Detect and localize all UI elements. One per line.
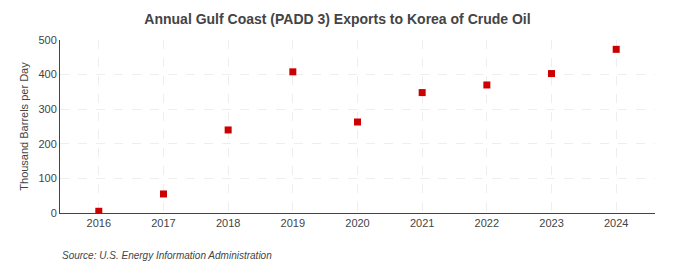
svg-text:Source: U.S. Energy Informatio: Source: U.S. Energy Information Administ… xyxy=(62,250,272,261)
svg-text:2022: 2022 xyxy=(475,217,499,229)
svg-text:Thousand Barrels per Day: Thousand Barrels per Day xyxy=(18,62,30,191)
svg-text:400: 400 xyxy=(38,68,56,80)
svg-text:0: 0 xyxy=(51,207,57,219)
svg-text:2019: 2019 xyxy=(281,217,305,229)
svg-text:2017: 2017 xyxy=(151,217,175,229)
svg-text:500: 500 xyxy=(38,34,56,46)
svg-text:2023: 2023 xyxy=(539,217,563,229)
svg-text:2020: 2020 xyxy=(345,217,369,229)
svg-text:2016: 2016 xyxy=(87,217,111,229)
svg-text:2021: 2021 xyxy=(410,217,434,229)
svg-text:Annual Gulf Coast (PADD 3) Exp: Annual Gulf Coast (PADD 3) Exports to Ko… xyxy=(144,11,530,27)
svg-text:100: 100 xyxy=(38,172,56,184)
svg-text:300: 300 xyxy=(38,103,56,115)
svg-text:200: 200 xyxy=(38,138,56,150)
svg-text:2024: 2024 xyxy=(604,217,628,229)
svg-text:2018: 2018 xyxy=(216,217,240,229)
